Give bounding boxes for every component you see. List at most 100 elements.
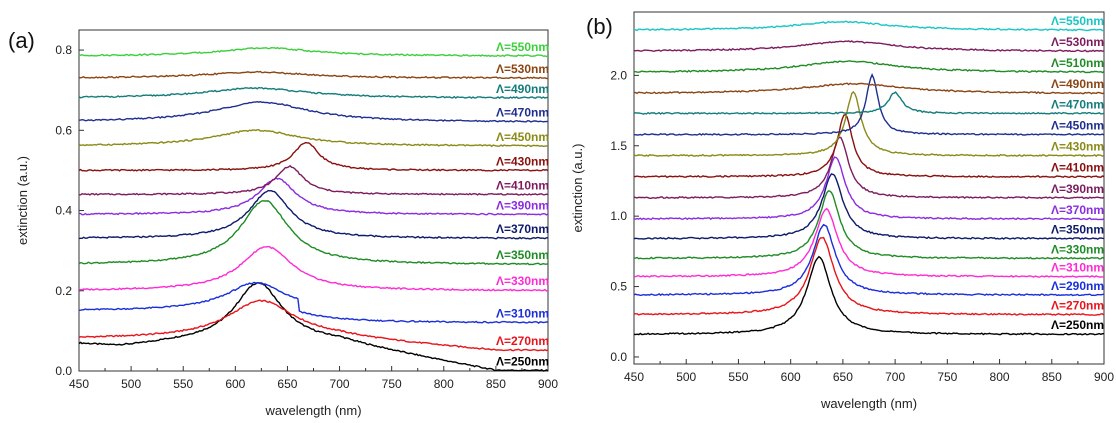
series-line xyxy=(633,156,1105,221)
series-line xyxy=(78,281,549,324)
y-tick-label: 1.5 xyxy=(610,139,627,153)
series-label: Λ=270nm xyxy=(1051,299,1104,313)
series-label: Λ=510nm xyxy=(1051,56,1104,70)
x-axis-title: wavelength (nm) xyxy=(264,403,361,418)
y-tick-label: 0.6 xyxy=(55,123,72,137)
series-line xyxy=(633,255,1104,336)
series-line xyxy=(78,70,549,80)
series-line xyxy=(633,207,1104,278)
series-label: Λ=530nm xyxy=(496,62,549,76)
y-tick-label: 0.5 xyxy=(610,280,627,294)
series-label: Λ=330nm xyxy=(496,274,549,288)
x-tick-label: 450 xyxy=(69,377,89,391)
y-tick-label: 0.2 xyxy=(55,284,72,298)
x-axis-title: wavelength (nm) xyxy=(820,396,917,411)
x-tick-label: 800 xyxy=(990,370,1010,384)
x-tick-label: 650 xyxy=(833,370,853,384)
series-line xyxy=(78,100,549,123)
series-label: Λ=330nm xyxy=(1051,242,1104,256)
y-tick-label: 1.0 xyxy=(610,209,627,223)
series-line xyxy=(633,190,1105,260)
x-tick-label: 700 xyxy=(885,370,905,384)
series-line xyxy=(634,73,1105,136)
y-axis-title: extinction (a.u.) xyxy=(15,156,30,245)
series-label: Λ=450nm xyxy=(496,130,549,144)
series-label: Λ=410nm xyxy=(1051,161,1104,175)
series-line xyxy=(78,128,549,148)
x-tick-label: 900 xyxy=(1094,370,1114,384)
series-line xyxy=(78,141,549,172)
series-label: Λ=310nm xyxy=(496,306,549,320)
series-label: Λ=490nm xyxy=(1051,77,1104,91)
x-tick-label: 450 xyxy=(624,370,644,384)
series-label: Λ=290nm xyxy=(1051,279,1104,293)
series-line xyxy=(633,223,1105,297)
x-tick-label: 700 xyxy=(330,377,350,391)
series-line xyxy=(78,245,549,292)
series-line xyxy=(78,282,549,372)
x-tick-label: 550 xyxy=(728,370,748,384)
series-label: Λ=270nm xyxy=(496,334,549,348)
plot-frame xyxy=(78,29,549,372)
series-label: Λ=470nm xyxy=(496,105,549,119)
series-line xyxy=(633,173,1105,241)
panel-b-chart: 450 500 550 600 650 700 750 800 850 900 0.0 0.5 1.0 1… xyxy=(570,11,1114,411)
y-tick-label: 2.0 xyxy=(610,68,627,82)
series-line xyxy=(633,90,1105,158)
series-label: Λ=370nm xyxy=(1051,203,1104,217)
series-line xyxy=(78,299,549,352)
series-line xyxy=(633,136,1105,200)
series-label: Λ=410nm xyxy=(496,178,549,192)
series-line xyxy=(79,164,549,196)
y-tick-label: 0.8 xyxy=(55,43,72,57)
series-label: Λ=430nm xyxy=(1051,140,1104,154)
x-tick-label: 850 xyxy=(1042,370,1062,384)
panel-label: (b) xyxy=(586,14,613,39)
x-tick-label: 750 xyxy=(937,370,957,384)
x-tick-label: 600 xyxy=(225,377,245,391)
x-tick-label: 500 xyxy=(121,377,141,391)
plot-frame xyxy=(633,11,1105,365)
series-label: Λ=470nm xyxy=(1051,97,1104,111)
series-label: Λ=550nm xyxy=(1051,14,1104,28)
series-label: Λ=430nm xyxy=(496,154,549,168)
series-label: Λ=250nm xyxy=(496,354,549,368)
series-label: Λ=530nm xyxy=(1051,35,1104,49)
series-label: Λ=390nm xyxy=(1051,182,1104,196)
series-line xyxy=(78,177,549,216)
series-line xyxy=(634,60,1105,74)
series-line xyxy=(633,113,1105,179)
series-line xyxy=(633,82,1105,95)
series-label: Λ=490nm xyxy=(496,82,549,96)
panel-a-chart: 450 500 550 600 650 700 750 800 850 900 0.0 0.2 0.4 0… xyxy=(8,28,558,418)
series-line xyxy=(78,189,548,240)
series-label: Λ=350nm xyxy=(496,248,549,262)
x-tick-label: 750 xyxy=(382,377,402,391)
x-tick-label: 500 xyxy=(676,370,696,384)
series-line xyxy=(78,46,549,58)
x-tick-label: 550 xyxy=(173,377,193,391)
x-tick-label: 600 xyxy=(781,370,801,384)
x-tick-label: 900 xyxy=(538,377,558,391)
series-label: Λ=370nm xyxy=(496,222,549,236)
x-tick-label: 800 xyxy=(434,377,454,391)
panel-label: (a) xyxy=(8,28,35,53)
series-line xyxy=(633,20,1105,32)
series-line xyxy=(633,40,1105,53)
series-label: Λ=250nm xyxy=(1051,318,1104,332)
y-tick-label: 0.0 xyxy=(55,364,72,378)
series-label: Λ=550nm xyxy=(496,40,549,54)
series-label: Λ=450nm xyxy=(1051,118,1104,132)
x-tick-label: 650 xyxy=(277,377,297,391)
series-label: Λ=310nm xyxy=(1051,261,1104,275)
y-tick-label: 0.4 xyxy=(55,204,72,218)
y-axis-title: extinction (a.u.) xyxy=(570,144,585,233)
series-line xyxy=(78,86,549,100)
series-line xyxy=(633,236,1105,316)
x-tick-label: 850 xyxy=(486,377,506,391)
series-line xyxy=(78,200,549,266)
series-label: Λ=350nm xyxy=(1051,223,1104,237)
series-line xyxy=(633,91,1105,115)
series-label: Λ=390nm xyxy=(496,198,549,212)
